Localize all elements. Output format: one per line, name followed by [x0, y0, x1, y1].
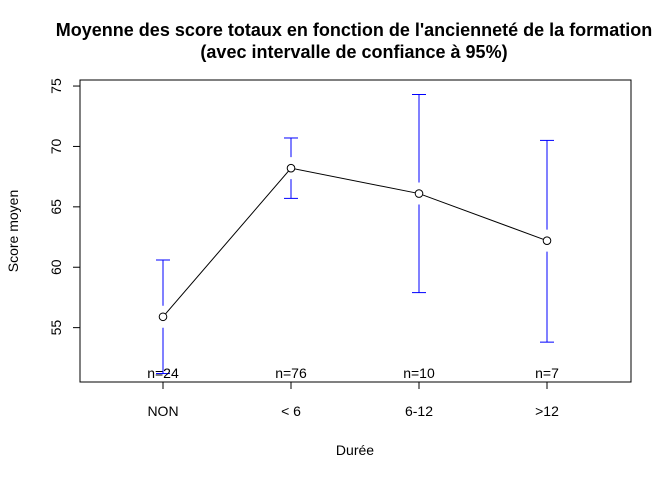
- count-label-1: n=76: [275, 365, 307, 381]
- x-tick-label-0: NON: [147, 403, 178, 419]
- y-tick-label-1: 60: [48, 259, 64, 275]
- error-bar-3: [540, 139, 554, 343]
- y-tick-label-3: 70: [48, 138, 64, 154]
- y-axis-label: Score moyen: [5, 190, 21, 272]
- count-label-3: n=7: [535, 365, 559, 381]
- count-labels: n=24 n=76 n=10 n=7: [147, 365, 559, 381]
- series-line-group: [162, 167, 548, 318]
- data-point-1: [286, 163, 296, 173]
- x-axis-label: Durée: [336, 442, 374, 458]
- count-label-0: n=24: [147, 365, 179, 381]
- x-tick-label-3: >12: [535, 403, 559, 419]
- error-bar-1: [284, 137, 298, 199]
- y-tick-label-2: 65: [48, 199, 64, 215]
- count-label-2: n=10: [403, 365, 435, 381]
- x-axis: NON < 6 6-12 >12: [147, 382, 559, 419]
- data-points: [158, 163, 552, 322]
- data-point-3: [542, 236, 552, 245]
- error-bar-2: [412, 93, 426, 294]
- y-tick-label-4: 75: [48, 78, 64, 94]
- data-point-0: [158, 312, 168, 322]
- y-axis: 55 60 65 70 75: [48, 78, 80, 335]
- chart-subtitle: (avec intervalle de confiance à 95%): [200, 42, 507, 62]
- x-tick-label-1: < 6: [281, 403, 301, 419]
- plot-frame: [79, 79, 632, 383]
- y-tick-label-0: 55: [48, 320, 64, 336]
- error-bars: [156, 93, 554, 375]
- error-bar-0: [156, 259, 170, 375]
- series-line: [162, 167, 548, 318]
- data-point-2: [414, 189, 424, 198]
- chart-title: Moyenne des score totaux en fonction de …: [56, 20, 652, 40]
- x-tick-label-2: 6-12: [405, 403, 433, 419]
